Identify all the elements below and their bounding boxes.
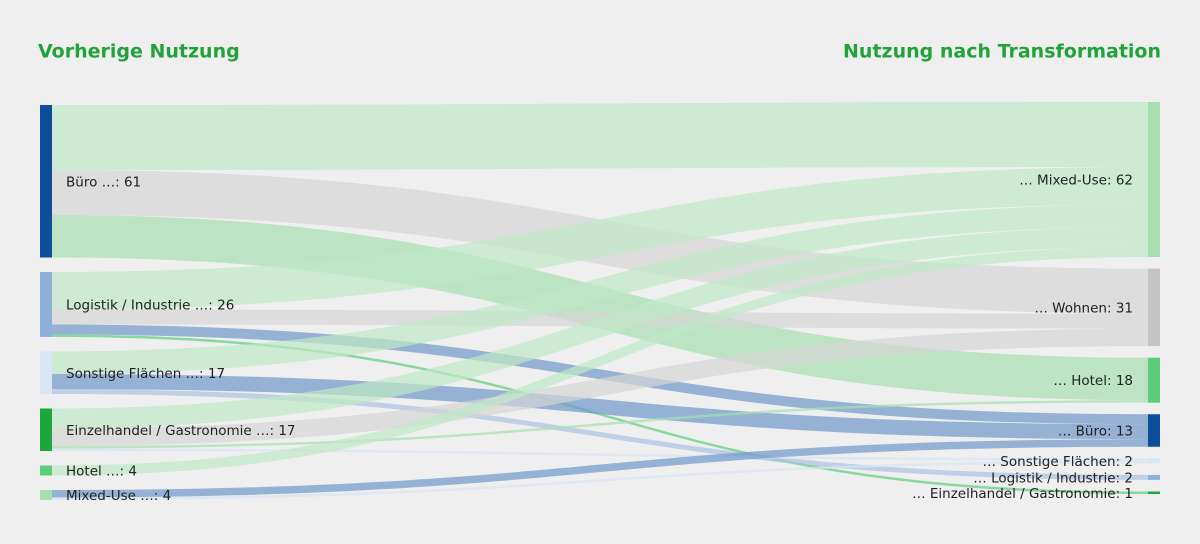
left-node <box>40 105 52 258</box>
flow <box>52 328 1148 446</box>
flow <box>52 324 1148 425</box>
left-node <box>40 465 52 476</box>
flow <box>52 102 1148 170</box>
flow <box>52 204 1148 374</box>
right-node-label: … Einzelhandel / Gastronomie: 1 <box>912 486 1133 502</box>
right-node-label: … Mixed-Use: 62 <box>1019 173 1133 189</box>
flow <box>52 334 1148 494</box>
right-node-label: … Büro: 13 <box>1058 424 1133 440</box>
flow <box>52 389 1148 480</box>
flow <box>52 227 1148 429</box>
left-node <box>40 272 52 337</box>
left-node <box>40 351 52 394</box>
flow <box>52 460 1148 500</box>
right-node-label: … Hotel: 18 <box>1053 373 1133 389</box>
right-node-label: … Wohnen: 31 <box>1034 300 1133 316</box>
left-node <box>40 490 52 500</box>
left-title: Vorherige Nutzung <box>38 41 240 63</box>
right-title: Nutzung nach Transformation <box>843 41 1161 63</box>
right-node <box>1148 102 1160 257</box>
right-node <box>1148 414 1160 447</box>
left-node-label: Logistik / Industrie …: 26 <box>66 298 234 314</box>
left-node-label: Mixed-Use …: 4 <box>66 488 171 504</box>
left-node-label: Einzelhandel / Gastronomie …: 17 <box>66 423 296 439</box>
flow <box>52 247 1148 476</box>
right-node <box>1148 474 1160 480</box>
right-node-label: … Logistik / Industrie: 2 <box>973 470 1133 486</box>
left-node-label: Büro …: 61 <box>66 174 141 190</box>
left-node-label: Hotel …: 4 <box>66 464 137 480</box>
right-node <box>1148 458 1160 464</box>
flow <box>52 400 1148 449</box>
right-node <box>1148 268 1160 347</box>
links <box>52 102 1148 500</box>
flow <box>52 439 1148 498</box>
flow <box>52 167 1148 310</box>
right-node-label: … Sonstige Flächen: 2 <box>983 454 1133 470</box>
right-node <box>1148 491 1160 494</box>
left-node-label: Sonstige Flächen …: 17 <box>66 366 225 382</box>
right-node <box>1148 357 1160 403</box>
left-node <box>40 408 52 451</box>
nodes: Büro …: 61 Logistik / Industrie …: 26 Sons… <box>40 102 1160 504</box>
